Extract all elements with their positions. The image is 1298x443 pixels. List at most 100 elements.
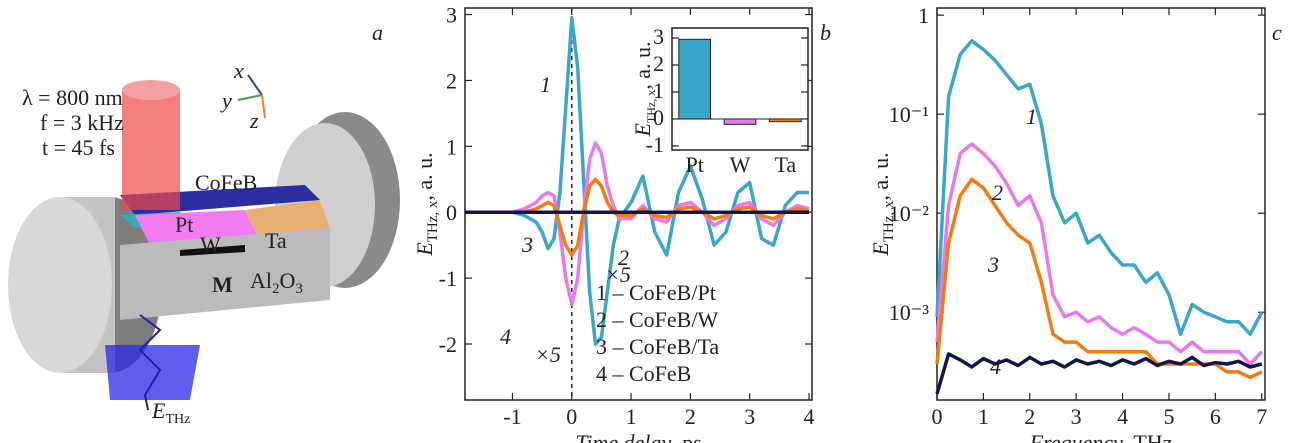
x-tick-label: 7 — [1256, 404, 1267, 429]
text-part: O — [280, 268, 296, 293]
legend-entry: 1 – CoFeB/Pt — [596, 280, 716, 305]
y-tick-label: 2 — [653, 51, 664, 76]
y-tick-label: -1 — [646, 132, 664, 157]
x-tick-label: 0 — [932, 404, 943, 429]
x-tick-label: 0 — [566, 404, 577, 429]
series-line — [935, 39, 1264, 336]
text-part: E — [630, 123, 655, 138]
text-part: THz, x — [425, 200, 441, 242]
legend-entry: 3 – CoFeB/Ta — [596, 334, 719, 359]
y-tick-label: -2 — [439, 332, 457, 357]
text-part: , a. u. — [412, 152, 437, 200]
layer-label: Ta — [265, 228, 287, 253]
magnetization-arrow — [180, 245, 245, 256]
x-tick-label: 4 — [1117, 404, 1128, 429]
x-tick-label: 1 — [978, 404, 989, 429]
panel-label: a — [372, 20, 383, 45]
curve-annotation: 1 — [540, 72, 551, 97]
text-part: Frequency — [1029, 430, 1123, 443]
thz-beam — [105, 345, 200, 400]
bar — [723, 118, 757, 125]
x-tick-label: 2 — [685, 404, 696, 429]
y-tick-label: 2 — [446, 68, 457, 93]
legend-entry: 4 – CoFeB — [596, 361, 691, 386]
curve-annotation: 4 — [990, 354, 1001, 379]
y-tick-label: 3 — [446, 3, 457, 28]
panel-label: c — [1272, 20, 1282, 45]
panel-a: a λ = 800 nm f = 3 kHz t = 45 fs CoFeB P… — [8, 20, 400, 427]
bar — [768, 118, 802, 123]
text-part: E — [151, 398, 166, 423]
x-axis-label: Time delay, ps — [575, 430, 702, 443]
y-axis-label: ETHz, x, a. u. — [868, 152, 897, 256]
curve-annotation: 2 — [618, 245, 629, 270]
y-tick-label: -1 — [439, 266, 457, 291]
series-line — [465, 177, 810, 257]
x-tick-label: -1 — [503, 404, 521, 429]
duration: t = 45 fs — [42, 135, 115, 160]
x-tick-label: Ta — [774, 152, 796, 177]
bar — [678, 38, 712, 120]
text-part: THz, x — [644, 90, 658, 123]
axis-z-arrow — [261, 94, 266, 119]
curve-annotation: 3 — [521, 232, 533, 257]
y-tick-label: 1 — [918, 3, 929, 28]
axis-label: y — [220, 88, 232, 113]
x-tick-label: 3 — [1071, 404, 1082, 429]
series-line — [465, 16, 809, 346]
curve-annotation: 3 — [987, 252, 999, 277]
x-tick-label: W — [730, 152, 751, 177]
substrate — [120, 228, 330, 320]
x-tick-label: 2 — [1024, 404, 1035, 429]
text-part: THz, x — [881, 200, 897, 242]
text-part: THz — [165, 412, 190, 427]
text-part: Time delay — [575, 430, 671, 443]
axis-y-arrow — [237, 94, 263, 101]
curve-annotation: 4 — [500, 324, 511, 349]
curve-annotation: 1 — [1026, 104, 1037, 129]
magnet-left-face — [8, 197, 112, 373]
y-tick-label: 10⁻² — [889, 201, 930, 226]
plot-frame — [936, 7, 1266, 401]
text-part: E — [868, 242, 893, 257]
y-axis-label: ETHz, x, a. u. — [630, 41, 658, 137]
magnetization-label: M — [212, 272, 233, 297]
text-part: , a. u. — [630, 41, 655, 89]
layer-label: CoFeB — [195, 170, 257, 195]
x-tick-label: 3 — [744, 404, 755, 429]
series-line — [465, 141, 810, 307]
frequency: f = 3 kHz — [40, 110, 124, 135]
text-part: Al — [250, 268, 272, 293]
x-axis-label: Frequency, THz — [1029, 430, 1173, 443]
pump-beam-top — [122, 80, 180, 100]
text-part: , a. u. — [868, 152, 893, 200]
series-line — [935, 352, 1263, 395]
axis-x-arrow — [247, 74, 263, 96]
text-part: , ps — [671, 430, 702, 443]
curve-annotation: ×5 — [605, 262, 631, 287]
wavelength: λ = 800 nm — [22, 85, 123, 110]
chart-panel: 1 10⁻¹ 10⁻² 10⁻³ ETHz, x, a. u. 0 1 2 3 4 5 6 7 Frequ… — [868, 3, 1282, 443]
x-tick-label: Pt — [685, 152, 703, 177]
y-tick-label: 1 — [446, 134, 457, 159]
y-tick-label: 1 — [653, 78, 664, 103]
axis-label: x — [233, 58, 244, 83]
x-tick-label: 5 — [1163, 404, 1174, 429]
y-tick-label: 10⁻¹ — [889, 102, 929, 127]
thz-wave — [138, 314, 162, 411]
legend-entry: 2 – CoFeB/W — [596, 307, 718, 332]
y-tick-label: 0 — [653, 105, 664, 130]
substrate-label: Al2O3 — [250, 268, 303, 297]
y-tick-label: 10⁻³ — [889, 300, 930, 325]
x-tick-label: 1 — [626, 404, 637, 429]
y-tick-label: 3 — [653, 24, 664, 49]
y-tick-label: 0 — [446, 200, 457, 225]
text-part: , THz — [1123, 430, 1173, 443]
curve-annotation: ×5 — [535, 342, 561, 367]
x-tick-label: 4 — [804, 404, 815, 429]
layer-label: W — [200, 232, 221, 257]
pump-beam — [122, 90, 180, 210]
layer-label: Pt — [175, 212, 193, 237]
text-part: E — [412, 242, 437, 257]
y-axis-label: ETHz, x, a. u. — [412, 152, 441, 256]
